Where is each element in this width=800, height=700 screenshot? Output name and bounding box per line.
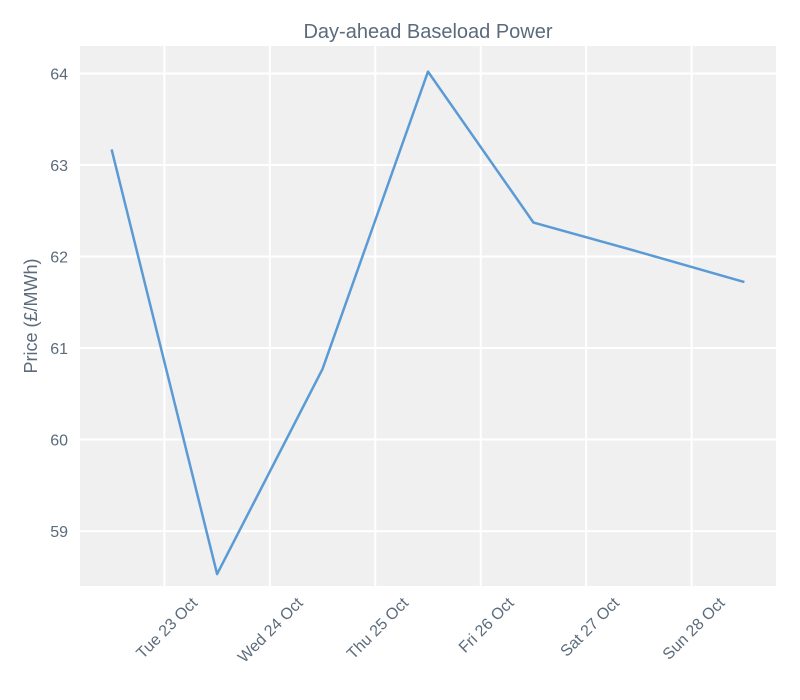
x-tick-label: Wed 24 Oct [235, 594, 307, 666]
y-tick-label: 62 [50, 250, 68, 267]
y-tick-label: 63 [50, 158, 68, 175]
y-tick-label: 60 [50, 433, 68, 450]
x-tick-label: Sun 28 Oct [660, 594, 729, 663]
price-series-line [110, 70, 745, 576]
plot-area [80, 46, 776, 586]
y-tick-label: 59 [50, 524, 68, 541]
y-axis-ticks: 59 60 61 62 63 64 [50, 66, 68, 541]
y-tick-label: 64 [50, 66, 68, 83]
y-tick-label: 61 [50, 341, 68, 358]
chart-title: Day-ahead Baseload Power [303, 21, 552, 43]
x-axis-ticks: Tue 23 Oct Wed 24 Oct Thu 25 Oct Fri 26 Oct… [134, 594, 729, 666]
x-tick-label: Fri 26 Oct [456, 594, 518, 656]
x-tick-label: Tue 23 Oct [134, 594, 202, 662]
series-layer [110, 70, 745, 576]
y-axis-label: Price (£/MWh) [21, 258, 41, 373]
x-tick-label: Thu 25 Oct [344, 594, 412, 662]
x-tick-label: Sat 27 Oct [558, 594, 624, 660]
